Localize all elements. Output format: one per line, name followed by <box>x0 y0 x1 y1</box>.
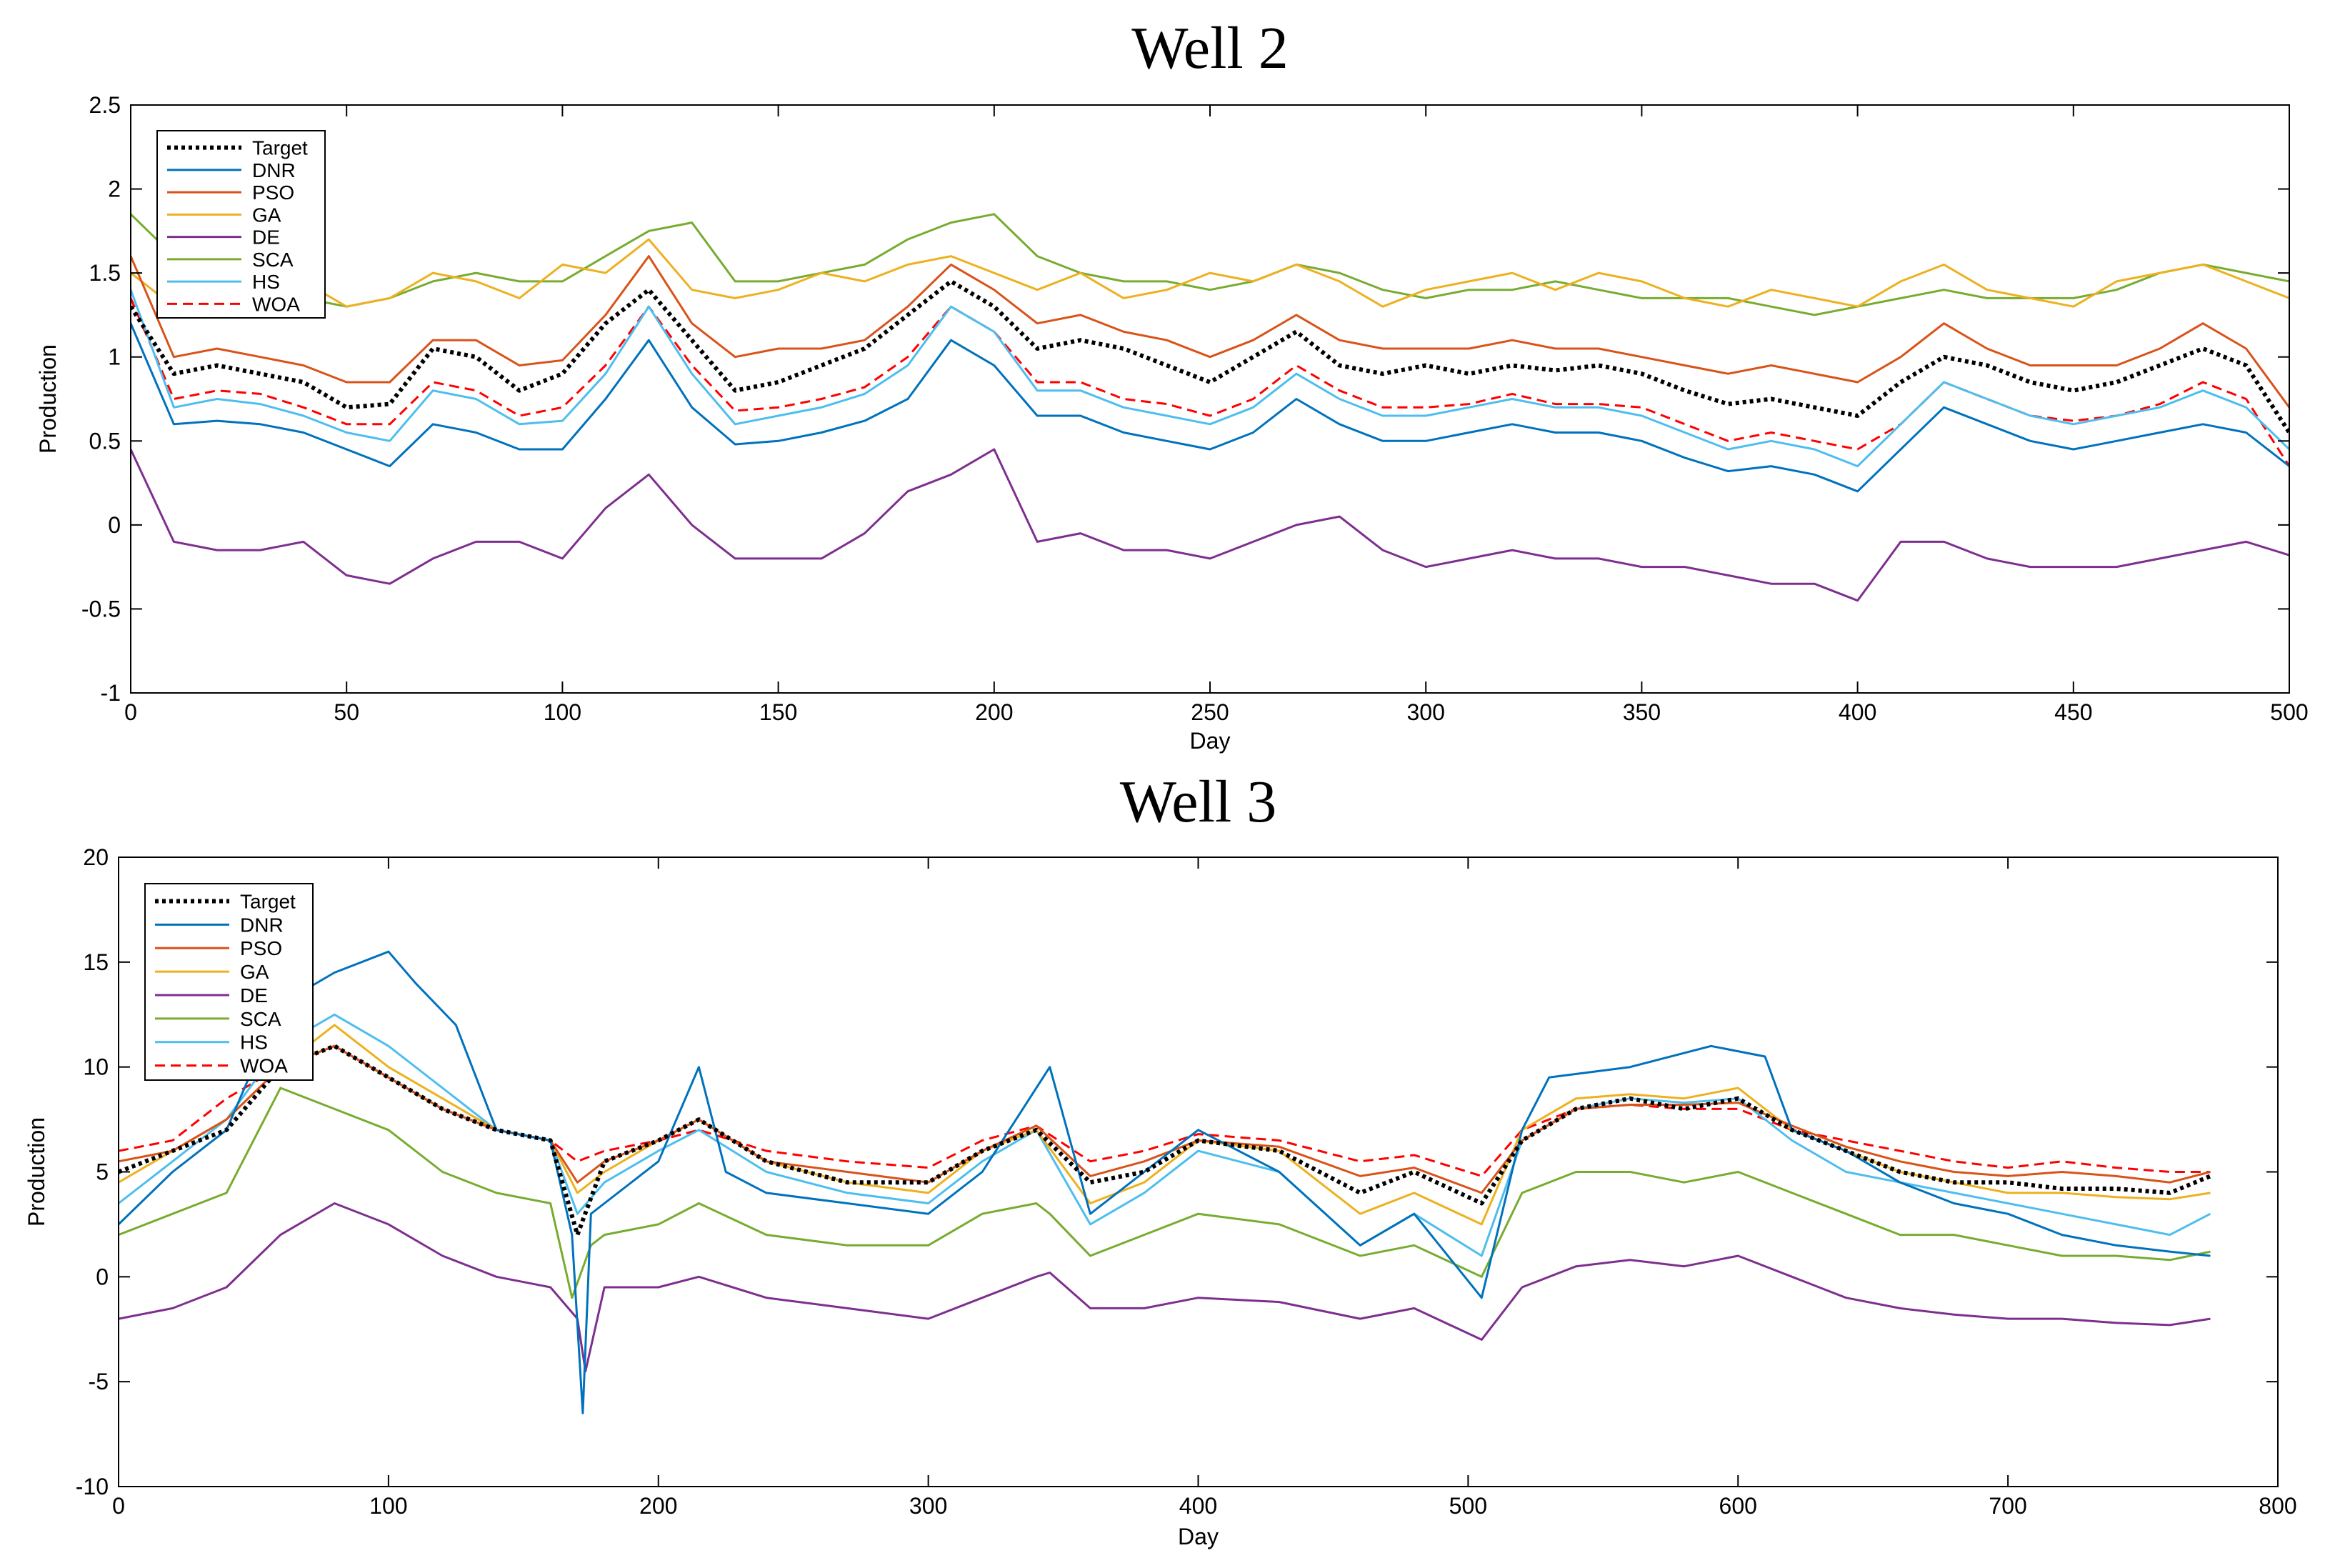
legend-label: DE <box>252 226 280 249</box>
chart-2: Well 3 0 100 200 300 400 500 600 700 800 -10 -5 0 5 10… <box>24 769 2297 1549</box>
legend-box <box>156 130 326 319</box>
y-tick-label: -5 <box>89 1369 109 1394</box>
y-tick-label: -1 <box>101 680 121 706</box>
x-axis-label: Day <box>1190 728 1231 754</box>
x-tick-label: 0 <box>112 1493 125 1519</box>
plot-frame <box>130 104 2290 694</box>
legend-label: PSO <box>252 181 294 204</box>
chart-title: Well 3 <box>1120 769 1277 835</box>
series-line-dnr <box>131 323 2289 493</box>
legend-label: Target <box>252 137 308 159</box>
legend-label: GA <box>252 204 281 226</box>
y-tick-label: 2.5 <box>89 92 121 118</box>
x-tick-label: 150 <box>759 699 797 725</box>
legend-label: WOA <box>252 293 300 315</box>
y-tick-label: 15 <box>83 949 109 975</box>
series-line-woa <box>131 297 2289 467</box>
x-tick-label: 200 <box>975 699 1013 725</box>
legend-label: GA <box>240 961 269 983</box>
legend-label: DNR <box>252 159 296 181</box>
chart-1: Well 2 0 50 100 150 200 250 300 350 400 450 500 -1 -0… <box>35 15 2309 754</box>
x-tick-label: 400 <box>1179 1493 1217 1519</box>
chart-title: Well 2 <box>1131 15 1289 81</box>
x-tick-label: 500 <box>1449 1493 1487 1519</box>
legend-label: PSO <box>240 937 282 959</box>
series-line-sca <box>131 213 2289 316</box>
legend-box <box>144 883 314 1081</box>
series-group <box>119 950 2211 1414</box>
x-tick-label: 800 <box>2259 1493 2296 1519</box>
y-tick-label: 20 <box>83 844 109 870</box>
x-tick-label: 450 <box>2054 699 2092 725</box>
x-axis-label: Day <box>1178 1524 1219 1549</box>
series-line-hs <box>131 289 2289 468</box>
y-tick-label: 1 <box>108 344 121 370</box>
legend-label: HS <box>252 271 280 293</box>
y-tick-label: 10 <box>83 1054 109 1080</box>
series-line-hs <box>119 1013 2211 1257</box>
x-tick-label: 300 <box>909 1493 947 1519</box>
y-tick-label: 0.5 <box>89 428 121 454</box>
x-tick-label: 400 <box>1839 699 1876 725</box>
y-tick-label: 1.5 <box>89 260 121 286</box>
x-tick-label: 500 <box>2270 699 2308 725</box>
legend-label: HS <box>240 1032 268 1054</box>
y-tick-label: 0 <box>108 512 121 538</box>
y-axis-label: Production <box>35 344 61 454</box>
x-tick-label: 250 <box>1191 699 1229 725</box>
series-line-pso <box>131 255 2289 409</box>
y-axis-label: Production <box>24 1117 49 1227</box>
x-tick-label: 700 <box>1989 1493 2026 1519</box>
legend-label: DE <box>240 984 268 1007</box>
x-tick-label: 100 <box>544 699 581 725</box>
y-tick-label: 5 <box>96 1159 109 1185</box>
legend-label: DNR <box>240 914 284 936</box>
series-line-sca <box>119 1087 2211 1299</box>
x-tick-label: 600 <box>1719 1493 1757 1519</box>
y-tick-label: 0 <box>96 1264 109 1289</box>
series-line-ga <box>131 238 2289 308</box>
legend-label: Target <box>240 890 296 912</box>
series-line-target <box>119 1044 2211 1237</box>
x-tick-label: 200 <box>639 1493 677 1519</box>
x-tick-label: 300 <box>1407 699 1445 725</box>
series-group <box>131 213 2289 602</box>
series-line-de <box>119 1202 2211 1372</box>
series-line-ga <box>119 1024 2211 1226</box>
series-line-woa <box>119 1044 2211 1177</box>
y-tick-label: -10 <box>76 1474 109 1499</box>
y-tick-label: -0.5 <box>81 596 121 621</box>
legend-label: WOA <box>240 1055 288 1077</box>
legend-label: SCA <box>240 1008 281 1030</box>
legend-label: SCA <box>252 249 294 271</box>
x-tick-label: 0 <box>124 699 137 725</box>
x-tick-label: 100 <box>369 1493 407 1519</box>
y-tick-label: 2 <box>108 176 121 202</box>
series-line-de <box>131 448 2289 602</box>
x-tick-label: 350 <box>1623 699 1661 725</box>
series-line-target <box>131 279 2289 434</box>
x-tick-label: 50 <box>334 699 359 725</box>
